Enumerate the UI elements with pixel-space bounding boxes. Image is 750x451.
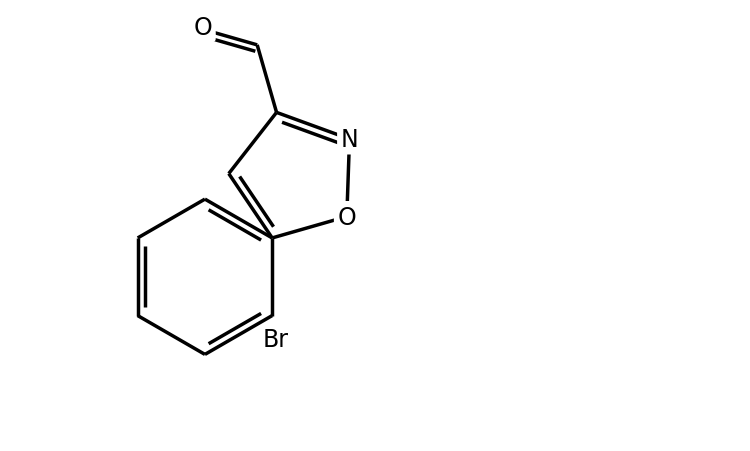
Text: N: N — [340, 128, 358, 152]
Text: O: O — [338, 205, 356, 229]
Text: O: O — [194, 15, 212, 39]
Text: Br: Br — [262, 327, 289, 351]
